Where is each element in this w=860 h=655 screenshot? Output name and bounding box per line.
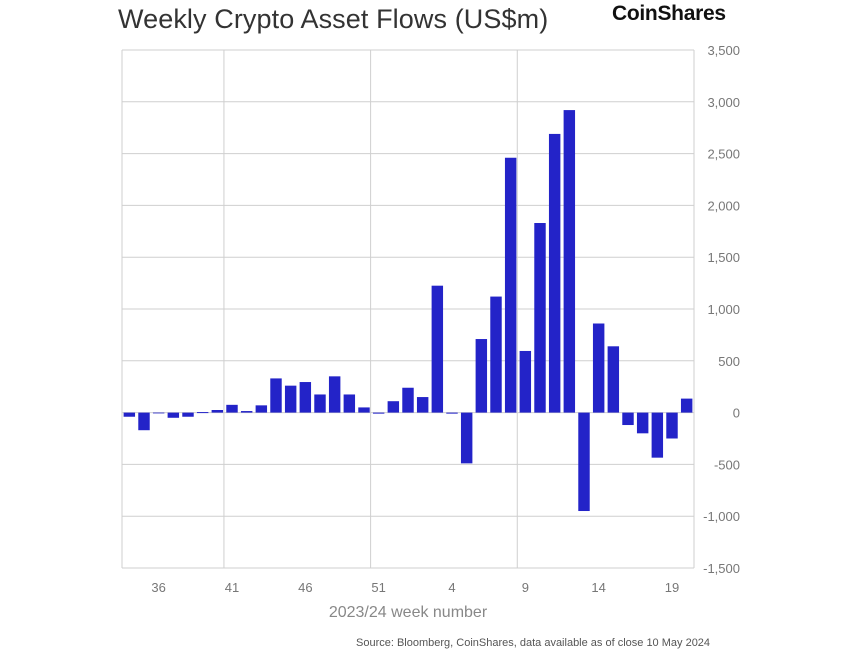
y-tick-label: 500: [718, 354, 740, 369]
y-tick-label: 1,000: [707, 302, 740, 317]
y-tick-label: 3,000: [707, 95, 740, 110]
y-tick-label: 2,500: [707, 147, 740, 162]
bar: [343, 394, 356, 413]
bar: [284, 385, 297, 413]
bar: [402, 387, 414, 413]
bar: [460, 412, 473, 464]
coinshares-logo: CoinShares: [612, 2, 726, 25]
bar: [240, 411, 253, 413]
bar: [255, 405, 268, 413]
y-tick-label: 3,500: [707, 43, 740, 58]
bar: [636, 412, 649, 434]
bar: [446, 412, 458, 414]
bar: [431, 285, 444, 413]
y-tick-label: -1,000: [703, 509, 740, 524]
bar: [666, 412, 678, 439]
bar: [314, 394, 326, 413]
bar: [167, 412, 180, 418]
bar: [563, 110, 576, 413]
x-axis-ticks: 36 41 46 51 4 9 14 19: [151, 580, 679, 595]
bar: [299, 382, 312, 413]
bar: [416, 397, 429, 413]
bar: [358, 407, 370, 413]
bar: [328, 376, 341, 413]
y-tick-label: -1,500: [703, 561, 740, 576]
bar: [651, 412, 664, 458]
bar: [387, 401, 400, 413]
bar: [490, 296, 502, 413]
chart-title: Weekly Crypto Asset Flows (US$m): [118, 4, 549, 34]
x-tick-label: 36: [151, 580, 165, 595]
bar: [196, 412, 209, 414]
y-tick-label: 2,000: [707, 198, 740, 213]
bar: [152, 412, 165, 414]
x-tick-label: 51: [371, 580, 385, 595]
x-tick-label: 9: [522, 580, 529, 595]
bar: [578, 412, 590, 512]
bar: [211, 410, 224, 413]
bar: [123, 412, 136, 417]
y-tick-label: -500: [714, 457, 740, 472]
x-axis-label: 2023/24 week number: [329, 604, 488, 621]
bar: [592, 323, 605, 413]
bar: [372, 412, 385, 414]
y-tick-label: 1,500: [707, 250, 740, 265]
bar: [607, 346, 620, 413]
bar: [504, 157, 517, 413]
bar: [270, 378, 282, 413]
bar: [182, 412, 194, 417]
x-tick-label: 41: [225, 580, 239, 595]
bar: [138, 412, 150, 431]
source-note: Source: Bloomberg, CoinShares, data avai…: [356, 637, 711, 649]
x-tick-label: 14: [591, 580, 605, 595]
bar: [548, 133, 561, 413]
bars: [123, 110, 693, 512]
bar: [680, 398, 693, 413]
x-tick-label: 4: [448, 580, 455, 595]
bar: [519, 350, 532, 413]
bar: [622, 412, 634, 426]
bar-chart: -1,500 -1,000 -500 0 500 1,000 1,500 2,000 2,500…: [121, 43, 740, 621]
y-axis-ticks: -1,500 -1,000 -500 0 500 1,000 1,500 2,000 2,500…: [703, 43, 740, 576]
bar: [534, 223, 546, 413]
x-tick-label: 19: [665, 580, 679, 595]
bar: [226, 404, 238, 413]
gridlines: [121, 49, 695, 569]
x-tick-label: 46: [298, 580, 312, 595]
y-tick-label: 0: [733, 406, 740, 421]
bar: [475, 339, 488, 413]
